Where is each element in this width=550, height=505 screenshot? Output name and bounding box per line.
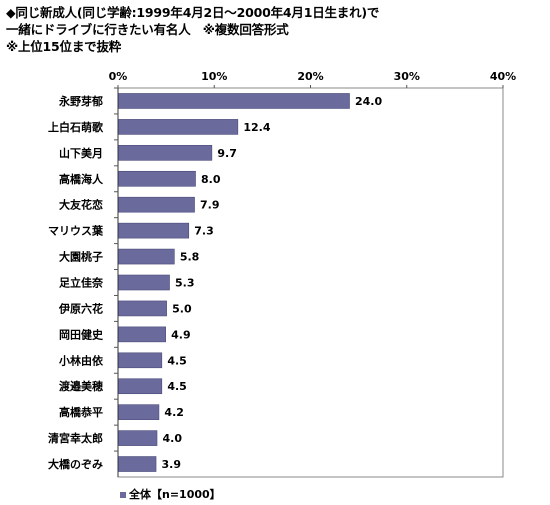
bar: [118, 170, 196, 187]
category-label: 岡田健史: [59, 327, 104, 341]
category-label: 渡邉美穂: [59, 379, 103, 393]
legend-swatch: [120, 492, 126, 498]
data-label: 7.3: [194, 225, 214, 238]
data-label: 3.9: [162, 458, 182, 471]
bar: [118, 300, 167, 317]
category-label: 大園桃子: [59, 250, 103, 264]
bar: [118, 145, 213, 161]
category-label: 大友花恋: [59, 198, 103, 212]
category-label: 大橋のぞみ: [48, 457, 103, 471]
bar: [118, 222, 190, 239]
chart-title: ◆同じ新成人(同じ学齢:1999年4月2日～2000年4月1日生まれ)で 一緒に…: [6, 4, 379, 55]
bar: [118, 456, 157, 472]
bar: [118, 248, 175, 265]
x-tick-label: 0%: [109, 70, 128, 83]
data-label: 4.9: [171, 328, 191, 341]
x-tick-label: 40%: [490, 70, 516, 83]
x-tick-label: 20%: [297, 70, 323, 83]
category-label: 清宮幸太郎: [48, 431, 103, 445]
bar: [118, 274, 170, 291]
title-line-1: ◆同じ新成人(同じ学齢:1999年4月2日～2000年4月1日生まれ)で: [6, 5, 380, 20]
category-label: 上白石萌歌: [48, 120, 104, 134]
bar: [118, 196, 195, 213]
bar: [118, 352, 163, 369]
data-label: 4.5: [167, 354, 187, 367]
data-label: 5.8: [180, 251, 200, 264]
bar: [118, 119, 239, 135]
data-label: 12.4: [243, 121, 270, 134]
data-label: 5.3: [175, 277, 195, 290]
bar: [118, 378, 163, 395]
x-tick-label: 10%: [201, 70, 227, 83]
title-line-3: ※上位15位まで抜粋: [6, 39, 122, 54]
bar: [118, 430, 158, 446]
data-label: 9.7: [217, 147, 237, 160]
data-label: 8.0: [201, 173, 221, 186]
data-label: 7.9: [200, 199, 220, 212]
bar: [118, 326, 166, 343]
x-tick-label: 30%: [394, 70, 420, 83]
bar: [118, 404, 160, 420]
legend-label: 全体【n=1000】: [129, 488, 221, 501]
data-label: 5.0: [172, 302, 192, 315]
title-line-2: 一緒にドライブに行きたい有名人 ※複数回答形式: [6, 22, 289, 37]
data-label: 4.5: [167, 380, 187, 393]
category-label: 高橋恭平: [59, 405, 103, 419]
data-label: 4.0: [163, 432, 183, 445]
category-label: 永野芽郁: [58, 94, 103, 108]
category-label: マリウス葉: [48, 224, 104, 238]
category-label: 伊原六花: [58, 301, 103, 315]
bar: [118, 93, 350, 109]
category-label: 高橋海人: [59, 172, 104, 186]
legend: 全体【n=1000】: [120, 486, 221, 502]
category-label: 小林由依: [58, 353, 104, 367]
data-label: 4.2: [164, 406, 184, 419]
data-label: 24.0: [355, 95, 382, 108]
category-label: 山下美月: [59, 146, 103, 160]
category-label: 足立佳奈: [59, 276, 104, 290]
